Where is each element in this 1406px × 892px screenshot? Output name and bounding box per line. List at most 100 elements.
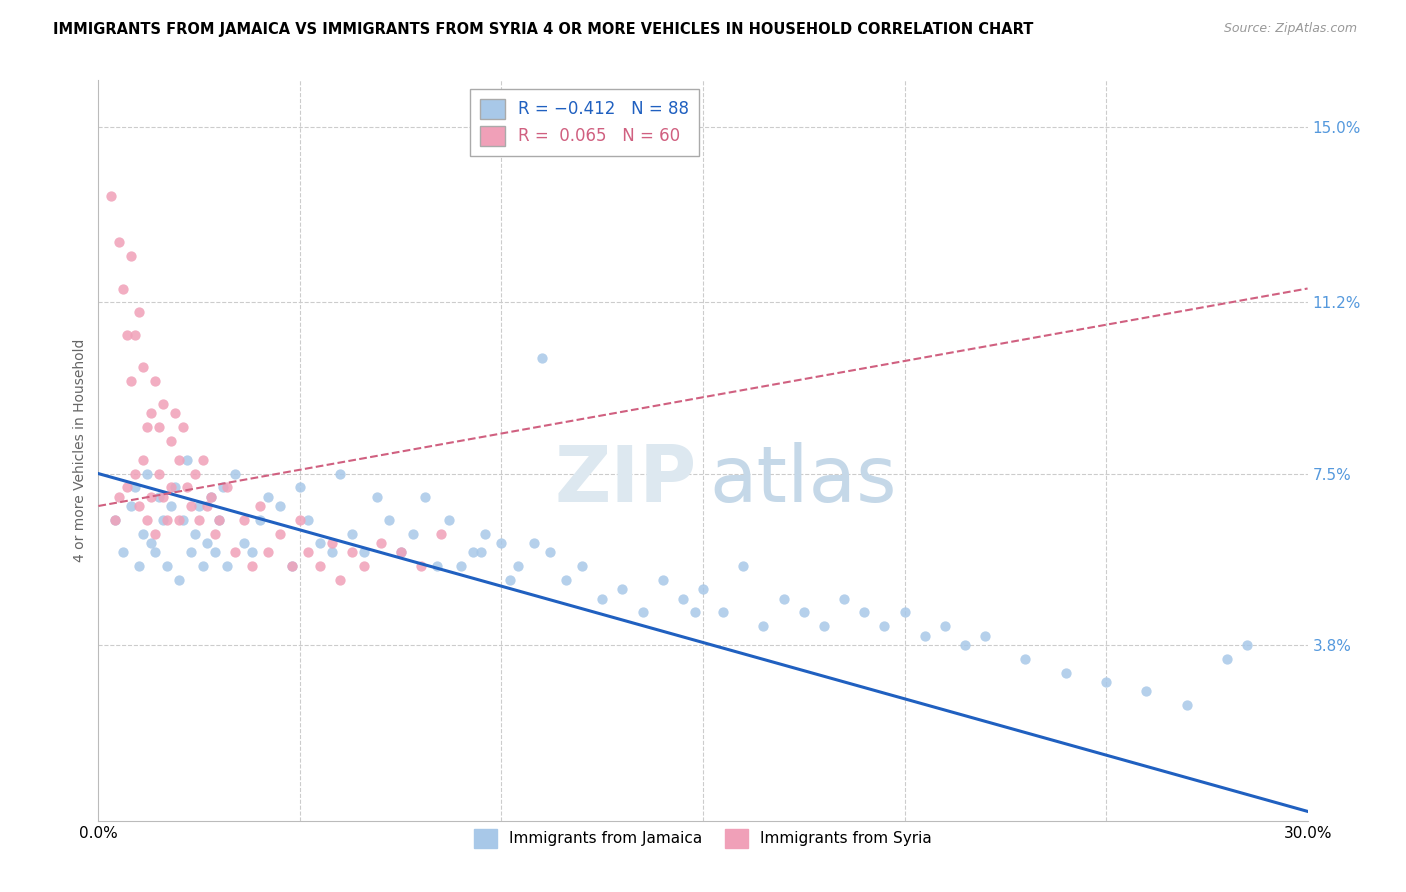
Point — [772, 591, 794, 606]
Point — [249, 513, 271, 527]
Point — [143, 545, 166, 559]
Point — [430, 526, 453, 541]
Point — [249, 499, 271, 513]
Point — [224, 545, 246, 559]
Point — [115, 327, 138, 342]
Point — [156, 513, 179, 527]
Point — [752, 619, 775, 633]
Point — [163, 480, 186, 494]
Point — [167, 573, 190, 587]
Text: IMMIGRANTS FROM JAMAICA VS IMMIGRANTS FROM SYRIA 4 OR MORE VEHICLES IN HOUSEHOLD: IMMIGRANTS FROM JAMAICA VS IMMIGRANTS FR… — [53, 22, 1033, 37]
Point — [176, 452, 198, 467]
Point — [240, 559, 263, 574]
Point — [321, 536, 343, 550]
Point — [132, 526, 155, 541]
Point — [172, 513, 194, 527]
Point — [651, 573, 673, 587]
Point — [120, 249, 142, 263]
Legend: Immigrants from Jamaica, Immigrants from Syria: Immigrants from Jamaica, Immigrants from… — [468, 822, 938, 854]
Point — [813, 619, 835, 633]
Point — [402, 526, 425, 541]
Point — [631, 606, 654, 620]
Point — [217, 480, 239, 494]
Point — [156, 559, 179, 574]
Point — [366, 490, 388, 504]
Point — [204, 545, 226, 559]
Point — [107, 490, 129, 504]
Point — [309, 536, 332, 550]
Point — [523, 536, 546, 550]
Point — [530, 351, 553, 365]
Point — [571, 559, 593, 574]
Text: atlas: atlas — [709, 442, 897, 518]
Point — [342, 545, 364, 559]
Point — [692, 582, 714, 597]
Point — [426, 559, 449, 574]
Point — [160, 499, 183, 513]
Point — [188, 513, 211, 527]
Point — [1236, 638, 1258, 652]
Point — [832, 591, 855, 606]
Point — [934, 619, 956, 633]
Point — [115, 480, 138, 494]
Point — [342, 526, 364, 541]
Point — [1054, 665, 1077, 680]
Point — [103, 513, 125, 527]
Point — [853, 606, 876, 620]
Point — [914, 628, 936, 642]
Point — [124, 467, 146, 481]
Point — [143, 526, 166, 541]
Point — [124, 480, 146, 494]
Point — [733, 559, 755, 574]
Point — [128, 304, 150, 318]
Point — [217, 559, 239, 574]
Point — [612, 582, 634, 597]
Point — [413, 490, 436, 504]
Point — [450, 559, 472, 574]
Point — [353, 545, 375, 559]
Point — [297, 545, 319, 559]
Point — [256, 490, 278, 504]
Point — [128, 559, 150, 574]
Point — [139, 536, 162, 550]
Point — [193, 559, 215, 574]
Point — [195, 499, 218, 513]
Point — [538, 545, 561, 559]
Point — [506, 559, 529, 574]
Point — [370, 536, 392, 550]
Point — [160, 434, 183, 449]
Point — [232, 536, 254, 550]
Point — [143, 374, 166, 388]
Point — [491, 536, 513, 550]
Point — [281, 559, 304, 574]
Point — [711, 606, 734, 620]
Point — [269, 499, 291, 513]
Point — [204, 526, 226, 541]
Point — [389, 545, 412, 559]
Point — [409, 559, 432, 574]
Point — [167, 513, 190, 527]
Point — [200, 490, 222, 504]
Point — [269, 526, 291, 541]
Point — [208, 513, 231, 527]
Point — [297, 513, 319, 527]
Point — [135, 513, 157, 527]
Point — [953, 638, 976, 652]
Point — [224, 467, 246, 481]
Point — [281, 559, 304, 574]
Point — [111, 281, 134, 295]
Point — [120, 374, 142, 388]
Point — [148, 420, 170, 434]
Point — [793, 606, 815, 620]
Point — [1014, 651, 1036, 665]
Point — [256, 545, 278, 559]
Point — [152, 490, 174, 504]
Point — [389, 545, 412, 559]
Point — [132, 452, 155, 467]
Point — [377, 513, 399, 527]
Point — [107, 235, 129, 250]
Point — [148, 490, 170, 504]
Point — [672, 591, 695, 606]
Point — [470, 545, 492, 559]
Point — [1135, 684, 1157, 698]
